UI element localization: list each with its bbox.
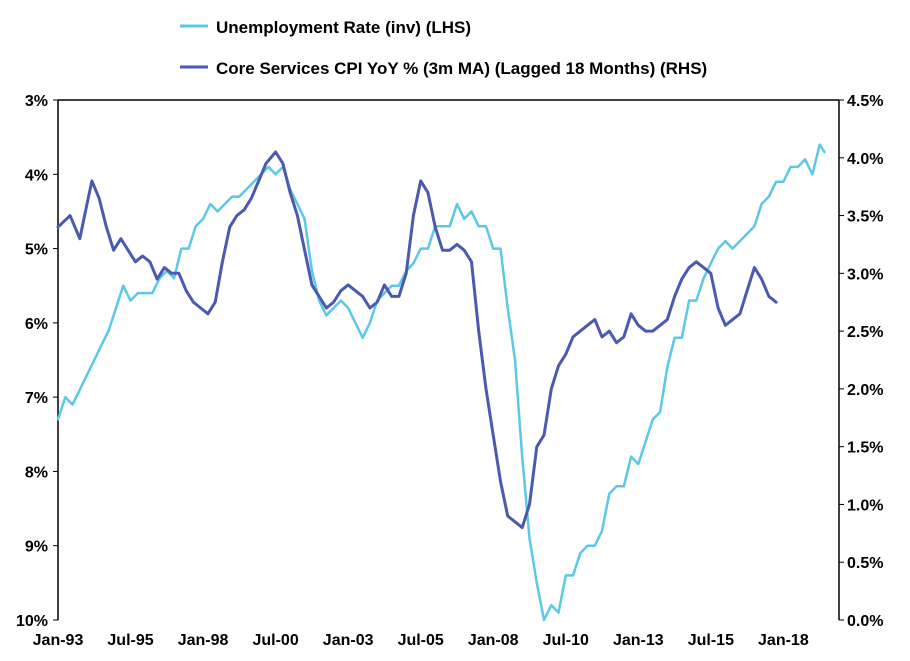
right-axis-tick-label: 4.0% bbox=[847, 151, 883, 168]
right-axis-tick-label: 3.5% bbox=[847, 209, 883, 226]
right-axis-tick-label: 0.0% bbox=[847, 613, 883, 630]
x-axis-tick-label: Jul-10 bbox=[543, 632, 589, 649]
right-axis-tick-label: 2.0% bbox=[847, 382, 883, 399]
left-axis-tick-label: 10% bbox=[16, 613, 48, 630]
x-axis-tick-label: Jan-93 bbox=[33, 632, 84, 649]
left-axis-tick-label: 5% bbox=[25, 242, 48, 259]
x-axis-tick-label: Jul-00 bbox=[252, 632, 298, 649]
x-axis-tick-label: Jan-03 bbox=[323, 632, 374, 649]
x-axis-tick-label: Jan-98 bbox=[178, 632, 229, 649]
x-axis-tick-label: Jul-05 bbox=[398, 632, 444, 649]
left-axis-tick-label: 4% bbox=[25, 167, 48, 184]
right-axis-tick-label: 1.5% bbox=[847, 440, 883, 457]
left-axis-tick-label: 6% bbox=[25, 316, 48, 333]
x-axis: Jan-93 Jul-95 Jan-98 Jul-00 Jan-03 Jul-05 Jan-… bbox=[33, 632, 809, 649]
left-axis-tick-label: 7% bbox=[25, 390, 48, 407]
right-axis-tick-label: 1.0% bbox=[847, 497, 883, 514]
x-axis-tick-label: Jan-08 bbox=[468, 632, 519, 649]
x-axis-tick-label: Jul-95 bbox=[107, 632, 153, 649]
x-axis-tick-label: Jan-18 bbox=[758, 632, 809, 649]
left-axis-tick-label: 8% bbox=[25, 464, 48, 481]
x-axis-tick-label: Jan-13 bbox=[613, 632, 664, 649]
legend-label-unemployment: Unemployment Rate (inv) (LHS) bbox=[216, 18, 471, 37]
right-axis-tick-label: 2.5% bbox=[847, 324, 883, 341]
left-axis-tick-label: 3% bbox=[25, 93, 48, 110]
right-axis-tick-label: 3.0% bbox=[847, 266, 883, 283]
core-services-cpi-line bbox=[56, 150, 778, 530]
right-axis-tick-label: 0.5% bbox=[847, 555, 883, 572]
legend-label-core-services-cpi: Core Services CPI YoY % (3m MA) (Lagged … bbox=[216, 59, 707, 78]
unemployment-rate-line bbox=[56, 143, 826, 622]
legend: Unemployment Rate (inv) (LHS) Core Servi… bbox=[180, 18, 707, 78]
series-layer bbox=[56, 143, 826, 622]
x-axis-tick-label: Jul-15 bbox=[688, 632, 734, 649]
right-axis-tick-label: 4.5% bbox=[847, 93, 883, 110]
right-axis: 0.0% 0.5% 1.0% 1.5% 2.0% 2.5% 3.0% 3.5% 4.0% 4.5% bbox=[839, 93, 883, 630]
left-axis: 3% 4% 5% 6% 7% 8% 9% 10% bbox=[16, 93, 58, 630]
left-axis-tick-label: 9% bbox=[25, 539, 48, 556]
